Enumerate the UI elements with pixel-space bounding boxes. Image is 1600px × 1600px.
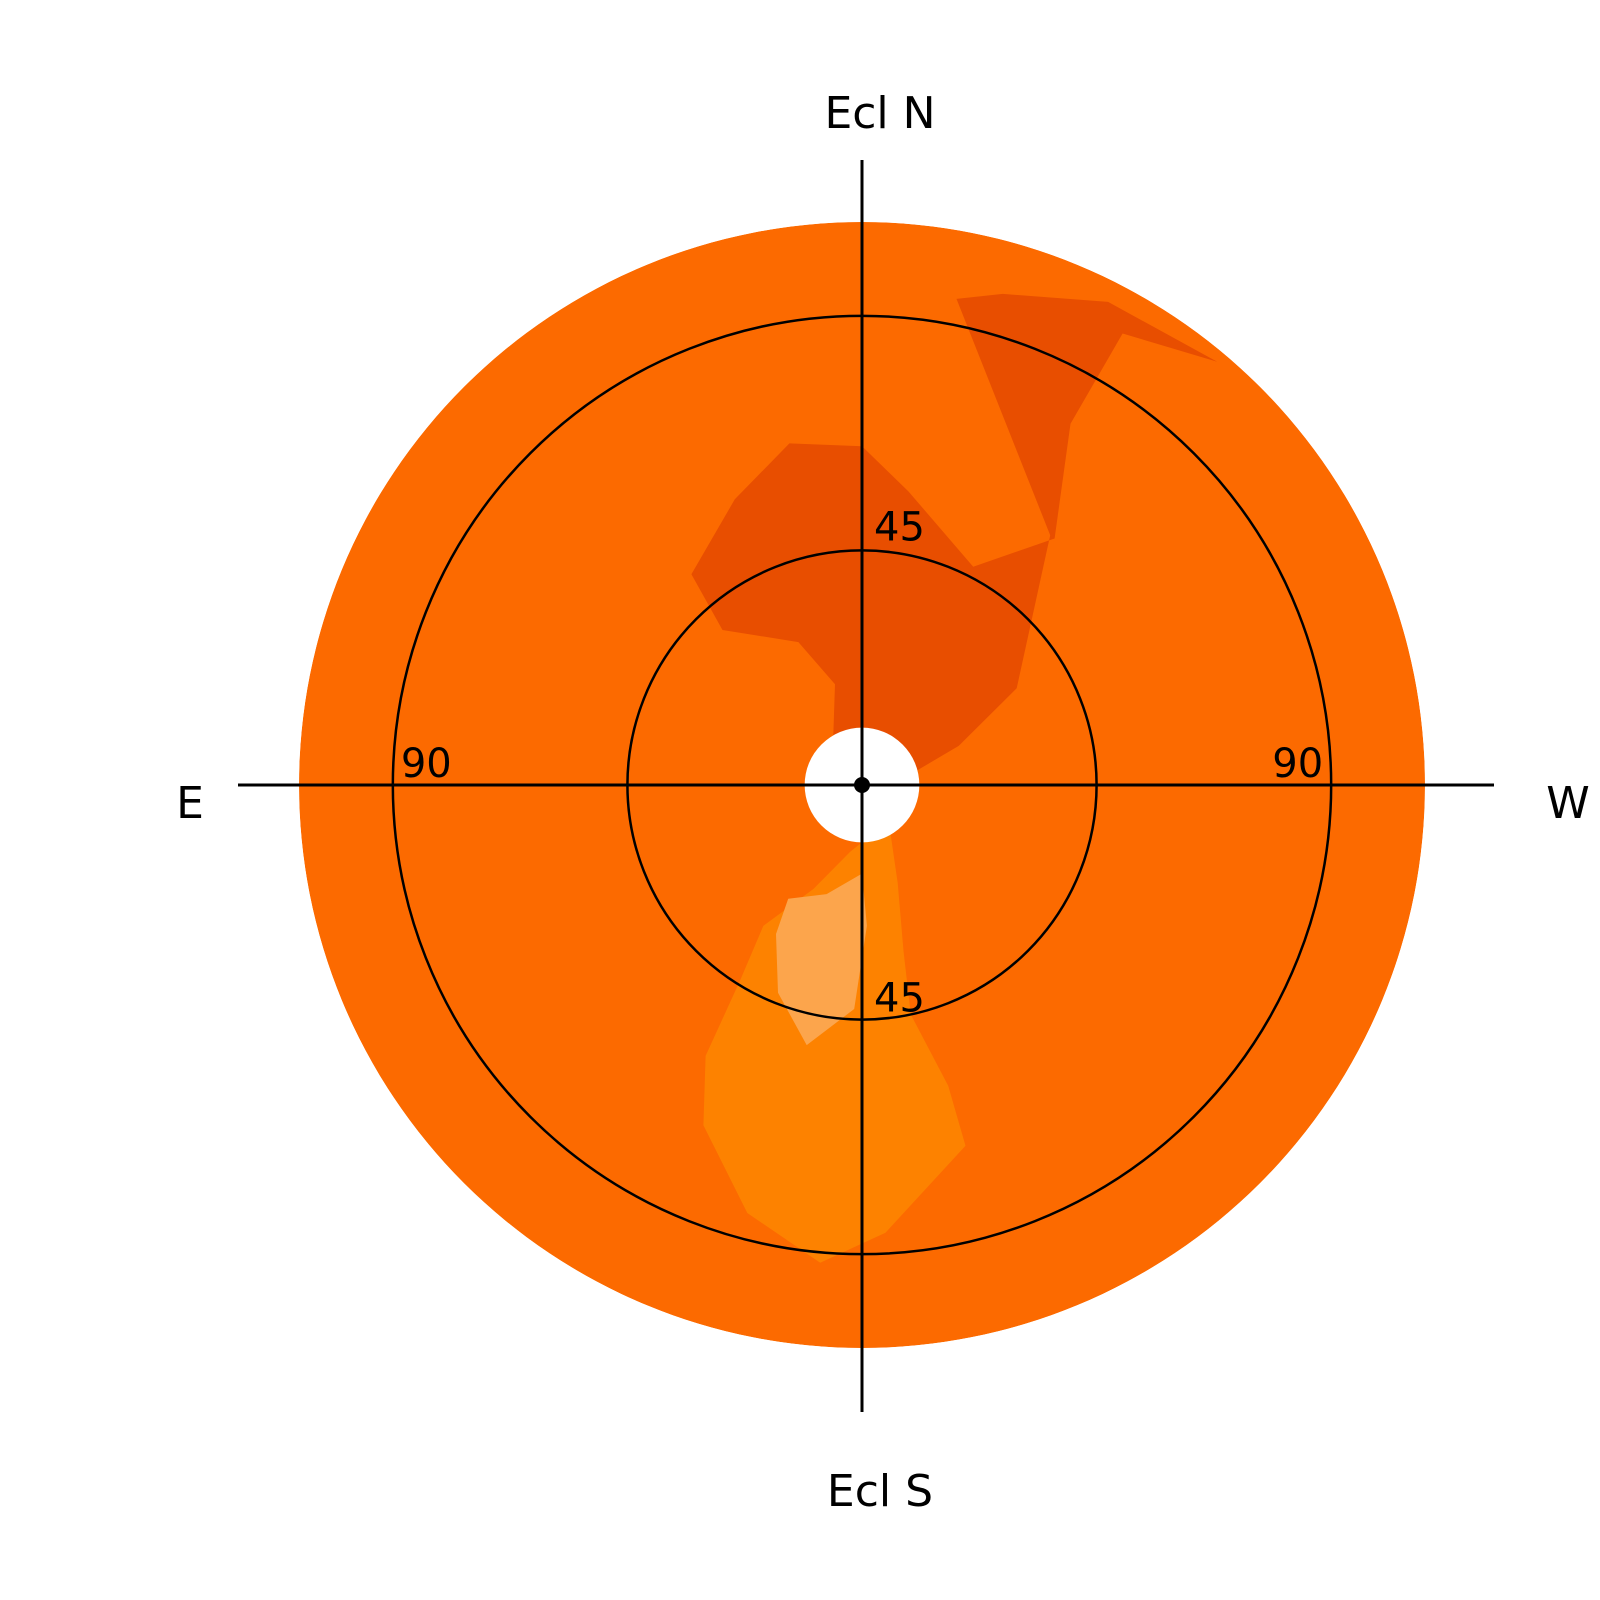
map-labels: 45 45 90 90	[401, 504, 1323, 1021]
timestamp-label: 2001/12/10 09 UT	[1183, 42, 1580, 93]
colorbar-segment	[16, 1215, 40, 1324]
ring-label-45: 45	[874, 976, 925, 1022]
colorbar-segment	[16, 462, 40, 571]
credit-label: CASS/UCSD	[1314, 1544, 1570, 1595]
direction-north-label: Ecl N	[824, 88, 935, 139]
ring-label-90: 90	[1272, 741, 1323, 787]
ring-label-45: 45	[874, 504, 925, 550]
colorbar-tick-label: 2.25	[56, 532, 145, 578]
colorbar-tick-label: 1.25	[56, 962, 145, 1008]
direction-west-label: W	[1546, 778, 1590, 829]
colorbar-tick-label: 3.25	[56, 102, 145, 148]
colorbar-segment	[16, 1430, 40, 1539]
colorbar-tick-label: 1.75	[56, 747, 145, 793]
colorbar-segment	[16, 892, 40, 1001]
colorbar-tick-label: 0.25	[56, 1392, 145, 1438]
sun-marker	[854, 777, 870, 793]
colorbar-segment	[16, 785, 40, 894]
colorbar-segment	[16, 354, 40, 463]
colorbar-segment	[16, 1322, 40, 1431]
colorbar-segment	[16, 1107, 40, 1216]
colorbar-segment	[16, 677, 40, 786]
direction-south-label: Ecl S	[827, 1466, 933, 1517]
colorbar-tick-label: 0.75	[56, 1177, 145, 1223]
colorbar-tick-label: 2.75	[56, 317, 145, 363]
colorbar-segment	[16, 569, 40, 678]
direction-east-label: E	[176, 778, 204, 829]
map-grid	[238, 160, 1494, 1412]
colorbar-title: g-level	[80, 1544, 228, 1595]
ring-label-90: 90	[401, 741, 452, 787]
instrument-label: STEL	[198, 42, 306, 93]
colorbar-segment	[16, 247, 40, 356]
colorbar-segment	[16, 1000, 40, 1109]
colorbar-segment	[16, 32, 40, 141]
colorbar-segment	[16, 139, 40, 248]
